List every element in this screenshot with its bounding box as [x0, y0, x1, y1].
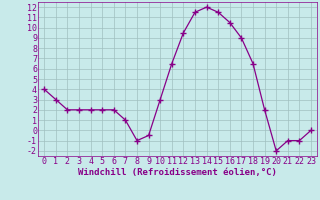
X-axis label: Windchill (Refroidissement éolien,°C): Windchill (Refroidissement éolien,°C) [78, 168, 277, 177]
